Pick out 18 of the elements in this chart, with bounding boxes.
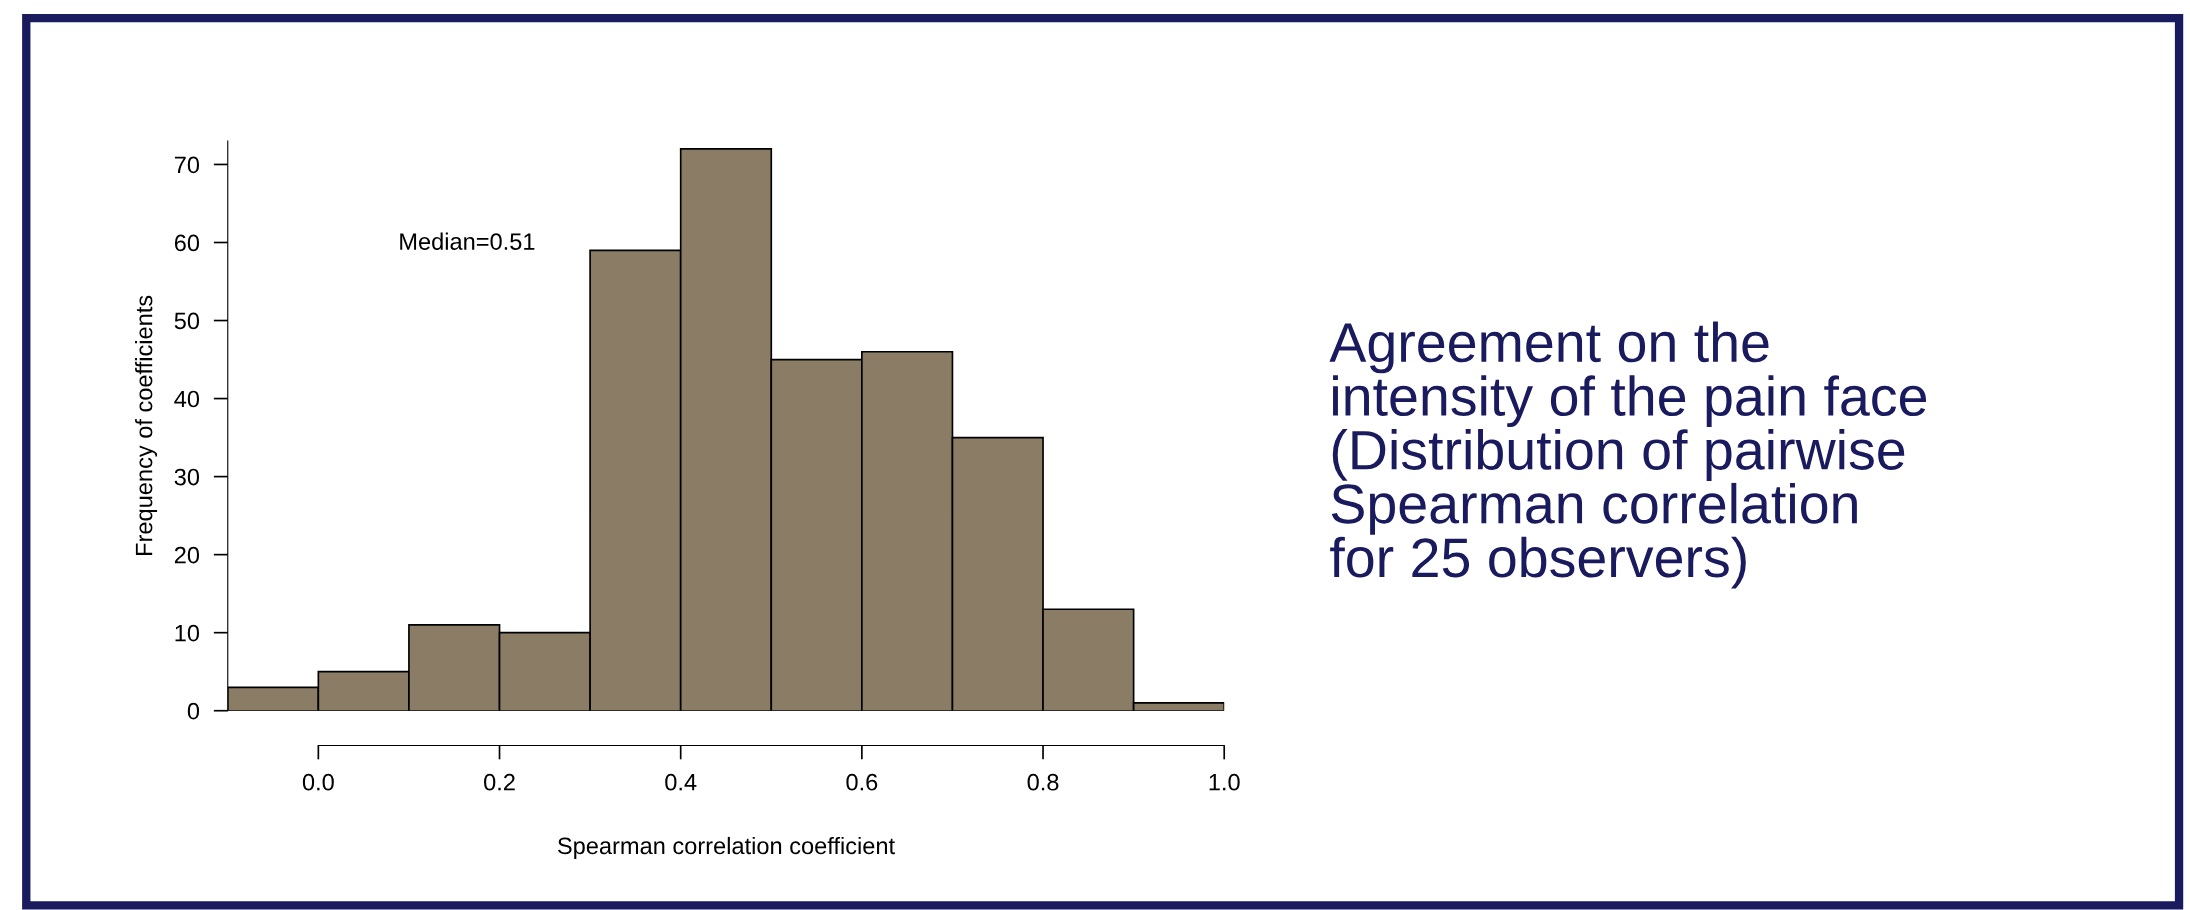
x-tick-label: 0.0: [302, 773, 334, 791]
y-tick-label: 20: [174, 546, 200, 564]
y-tick-label: 60: [174, 234, 200, 252]
y-axis-title: Frequency of coefficients: [135, 295, 158, 555]
x-tick-label: 0.4: [665, 773, 697, 791]
text: Agreement on the intensity of the pain face (Distribution of pairwise Spearman correlation for 25 observers): [1329, 321, 1927, 589]
annotation: Median=0.51: [400, 232, 535, 250]
y-tick-label: 70: [174, 156, 200, 174]
y-tick-label: 30: [174, 468, 200, 486]
x-axis-title: Spearman correlation coefficient: [557, 836, 895, 859]
x-tick-label: 0.2: [484, 773, 515, 791]
x-tick-label: 1.0: [1209, 773, 1240, 791]
x-tick-label: 0.8: [1027, 773, 1059, 791]
y-tick-label: 0: [187, 702, 200, 720]
y-tick-label: 50: [174, 312, 200, 330]
x-tick-label: 0.6: [846, 773, 878, 791]
y-tick-label: 10: [175, 624, 200, 642]
y-tick-label: 40: [174, 390, 200, 408]
